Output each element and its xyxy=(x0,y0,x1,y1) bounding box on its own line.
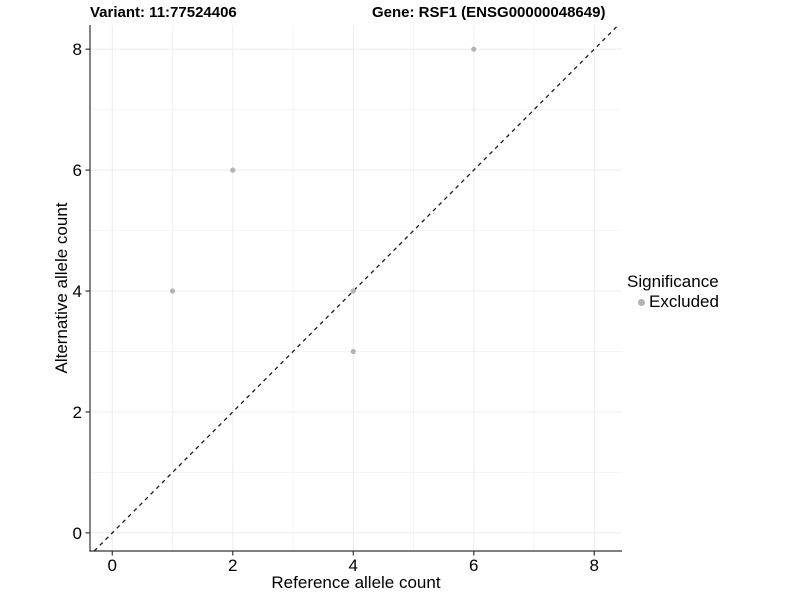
legend-title: Significance xyxy=(627,272,719,291)
plot-title-gene: Gene: RSF1 (ENSG00000048649) xyxy=(372,4,606,21)
legend-item-label: Excluded xyxy=(649,292,719,311)
identity-line xyxy=(93,24,619,552)
data-point xyxy=(230,167,236,173)
y-axis-title: Alternative allele count xyxy=(52,202,71,374)
x-tick-label: 2 xyxy=(228,556,237,575)
x-tick-label: 6 xyxy=(469,556,478,575)
x-tick-label: 0 xyxy=(108,556,117,575)
legend: Significance Excluded xyxy=(627,272,719,312)
data-point xyxy=(350,348,356,355)
data-point xyxy=(169,288,176,294)
y-tick-label: 4 xyxy=(73,282,82,301)
x-tick-label: 4 xyxy=(349,556,358,575)
legend-item-excluded: Excluded xyxy=(627,292,719,312)
x-tick-label: 8 xyxy=(590,556,599,575)
y-tick-label: 8 xyxy=(73,40,82,59)
data-point xyxy=(471,46,477,52)
plot-title-variant: Variant: 11:77524406 xyxy=(90,4,237,21)
y-tick-label: 2 xyxy=(73,403,82,422)
x-axis-title: Reference allele count xyxy=(271,573,441,592)
data-point xyxy=(350,288,356,294)
y-tick-label: 6 xyxy=(73,161,82,180)
y-tick-label: 0 xyxy=(73,524,82,543)
legend-point-icon xyxy=(638,298,645,306)
